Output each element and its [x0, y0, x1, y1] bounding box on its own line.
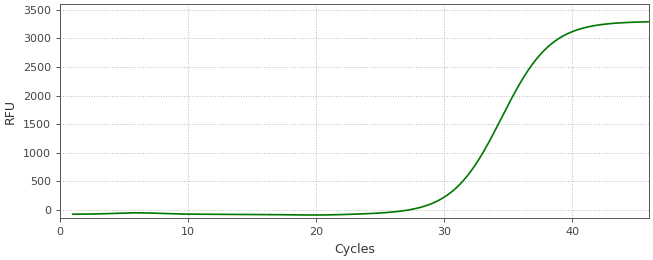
X-axis label: Cycles: Cycles: [334, 243, 375, 256]
Y-axis label: RFU: RFU: [4, 99, 17, 124]
